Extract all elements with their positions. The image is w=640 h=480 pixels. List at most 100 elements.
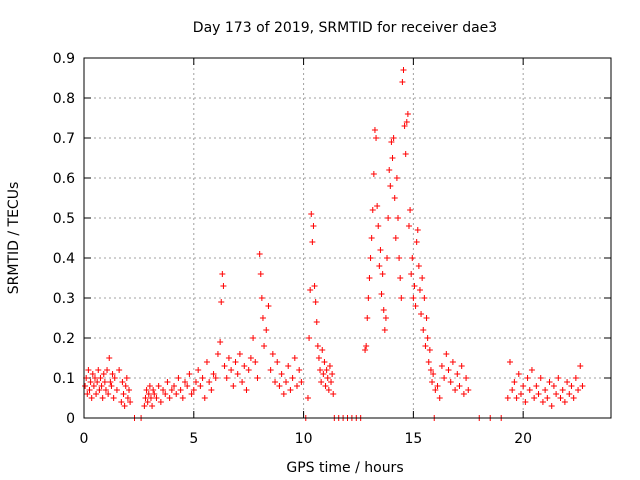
y-tick-label: 0.9 [53, 51, 75, 67]
data-point [269, 351, 276, 357]
y-tick-label: 0.2 [53, 331, 75, 347]
data-point [168, 387, 175, 393]
data-point [304, 395, 311, 401]
data-point [415, 263, 422, 269]
data-point [127, 399, 134, 405]
data-point [326, 363, 333, 369]
data-point [389, 155, 396, 161]
data-point [177, 387, 184, 393]
data-point [236, 351, 243, 357]
data-point [412, 303, 419, 309]
data-point [314, 343, 321, 349]
x-tick-label: 15 [404, 431, 422, 447]
data-point [307, 287, 314, 293]
data-point [293, 383, 300, 389]
data-point [173, 391, 180, 397]
data-point [150, 387, 157, 393]
data-point [365, 295, 372, 301]
data-point [263, 327, 270, 333]
data-point [449, 359, 456, 365]
data-point [407, 207, 414, 213]
data-point [564, 379, 571, 385]
data-point [402, 151, 409, 157]
data-point [429, 379, 436, 385]
y-tick-label: 0 [66, 411, 75, 427]
data-point [179, 395, 186, 401]
data-point [568, 383, 575, 389]
data-point [315, 355, 322, 361]
data-point [166, 395, 173, 401]
data-point [511, 379, 518, 385]
data-point [164, 379, 171, 385]
data-point [441, 375, 448, 381]
data-point [537, 375, 544, 381]
data-point [116, 367, 123, 373]
data-point [387, 183, 394, 189]
data-point [212, 375, 219, 381]
data-point [419, 275, 426, 281]
data-point [370, 171, 377, 177]
data-point [199, 375, 206, 381]
data-point [515, 371, 522, 377]
data-point [110, 395, 117, 401]
data-point [535, 391, 542, 397]
data-point [330, 391, 337, 397]
data-point [113, 387, 120, 393]
data-point [97, 375, 104, 381]
data-point [381, 327, 388, 333]
data-point [504, 395, 511, 401]
data-point [430, 371, 437, 377]
data-point [432, 387, 439, 393]
data-point [409, 255, 416, 261]
data-point [420, 327, 427, 333]
data-point [369, 207, 376, 213]
data-point [90, 383, 97, 389]
data-point [520, 383, 527, 389]
data-point [195, 367, 202, 373]
data-point [317, 367, 324, 373]
data-point [321, 359, 328, 365]
data-point [456, 383, 463, 389]
data-point [382, 315, 389, 321]
data-point [272, 379, 279, 385]
x-tick-label: 20 [514, 431, 532, 447]
data-point [434, 383, 441, 389]
data-point [153, 395, 160, 401]
data-point [86, 387, 93, 393]
data-point [522, 399, 529, 405]
y-tick-label: 0.7 [53, 131, 75, 147]
data-point [111, 375, 118, 381]
data-point [121, 403, 128, 409]
data-point [206, 379, 213, 385]
data-point [261, 343, 268, 349]
x-tick-label: 10 [295, 431, 313, 447]
data-point [151, 391, 158, 397]
data-point [403, 119, 410, 125]
data-point [424, 335, 431, 341]
data-point [393, 175, 400, 181]
data-point [524, 375, 531, 381]
data-point [289, 375, 296, 381]
data-point [142, 395, 149, 401]
data-point [250, 335, 257, 341]
data-point [157, 399, 164, 405]
data-point [144, 399, 151, 405]
data-point [319, 347, 326, 353]
data-point [107, 379, 114, 385]
data-point [542, 387, 549, 393]
data-point [395, 215, 402, 221]
data-point [280, 391, 287, 397]
plot-frame [83, 57, 612, 419]
data-point [214, 351, 221, 357]
data-point [225, 355, 232, 361]
data-point [143, 387, 150, 393]
data-point [123, 375, 130, 381]
data-point [323, 367, 330, 373]
data-point [380, 307, 387, 313]
data-point [517, 391, 524, 397]
data-point [398, 295, 405, 301]
data-point [175, 375, 182, 381]
data-point [96, 387, 103, 393]
data-point [218, 299, 225, 305]
data-point [126, 387, 133, 393]
